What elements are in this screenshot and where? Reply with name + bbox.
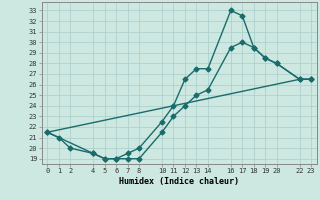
X-axis label: Humidex (Indice chaleur): Humidex (Indice chaleur) <box>119 177 239 186</box>
